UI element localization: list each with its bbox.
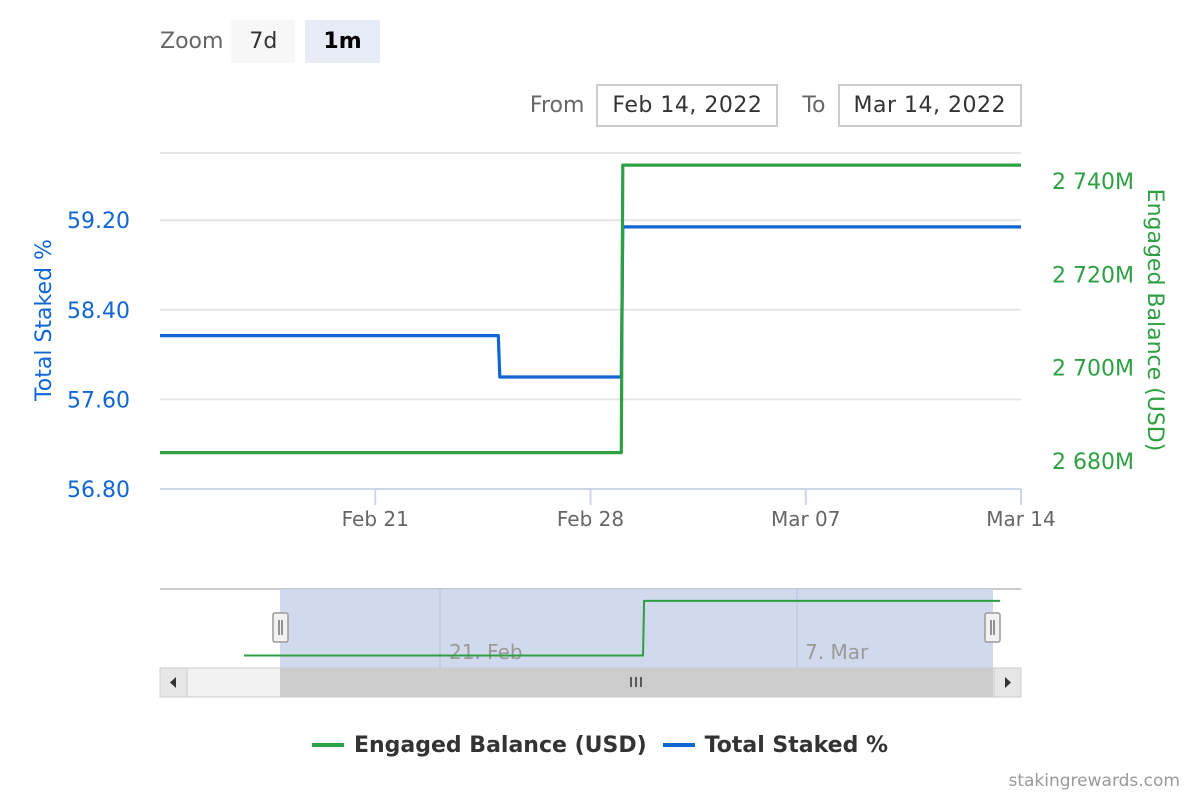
legend-label: Total Staked % [704, 732, 889, 758]
zoom-bar: Zoom 7d 1m [160, 20, 390, 63]
left-axis-ticks: 56.80 57.60 58.40 59.20 [67, 209, 130, 503]
right-axis-ticks: 2 680M 2 700M 2 720M 2 740M [1052, 170, 1134, 475]
x-tick-label: Mar 07 [771, 507, 841, 531]
zoom-label: Zoom [160, 29, 224, 54]
right-tick-label: 2 680M [1052, 450, 1134, 475]
engaged-balance-line [160, 163, 1021, 455]
left-tick-label: 56.80 [67, 478, 130, 503]
navigator-left-handle[interactable] [272, 612, 289, 643]
navigator-label: 21. Feb [449, 640, 523, 664]
credits-link[interactable]: stakingrewards.com [1008, 771, 1180, 791]
right-tick-label: 2 700M [1052, 357, 1134, 382]
scrollbar-right-arrow[interactable] [993, 667, 1022, 698]
legend: Engaged Balance (USD) Total Staked % [0, 730, 1200, 760]
zoom-7d-button[interactable]: 7d [231, 20, 296, 63]
from-date-input[interactable]: Feb 14, 2022 [596, 84, 779, 127]
chevron-right-icon [1005, 677, 1011, 688]
right-tick-label: 2 740M [1052, 170, 1134, 195]
x-tick-label: Feb 21 [342, 507, 409, 531]
legend-label: Engaged Balance (USD) [353, 732, 647, 758]
to-date-input[interactable]: Mar 14, 2022 [837, 84, 1022, 127]
legend-item-total-staked[interactable]: Total Staked % [662, 732, 889, 758]
legend-swatch-staked [662, 743, 695, 747]
legend-item-engaged-balance[interactable]: Engaged Balance (USD) [311, 732, 647, 758]
left-axis-title: Total Staked % [32, 239, 57, 402]
to-label: To [802, 93, 826, 118]
x-axis: Feb 21 Feb 28 Mar 07 Mar 14 [160, 488, 1056, 531]
right-tick-label: 2 720M [1052, 263, 1134, 288]
scrollbar-left-arrow[interactable] [159, 667, 188, 698]
chevron-left-icon [170, 677, 176, 688]
zoom-1m-button[interactable]: 1m [305, 20, 380, 63]
left-tick-label: 58.40 [67, 299, 130, 324]
left-tick-label: 57.60 [67, 388, 130, 413]
navigator-series-line [244, 599, 1000, 657]
x-tick-label: Mar 14 [986, 507, 1056, 531]
total-staked-line [160, 225, 1021, 379]
plot-grid [160, 152, 1021, 490]
legend-swatch-engaged [311, 743, 344, 747]
navigator[interactable]: 21. Feb 7. Mar [159, 588, 1022, 698]
navigator-scrollbar[interactable] [159, 667, 1022, 698]
left-tick-label: 59.20 [67, 209, 130, 234]
x-tick-label: Feb 28 [557, 507, 624, 531]
date-range-selector: From Feb 14, 2022 To Mar 14, 2022 [530, 84, 1022, 127]
from-label: From [529, 93, 585, 118]
right-axis-title: Engaged Balance (USD) [1142, 189, 1167, 452]
navigator-right-handle[interactable] [984, 612, 1001, 643]
series-layer [160, 163, 1021, 455]
navigator-label: 7. Mar [805, 640, 869, 664]
